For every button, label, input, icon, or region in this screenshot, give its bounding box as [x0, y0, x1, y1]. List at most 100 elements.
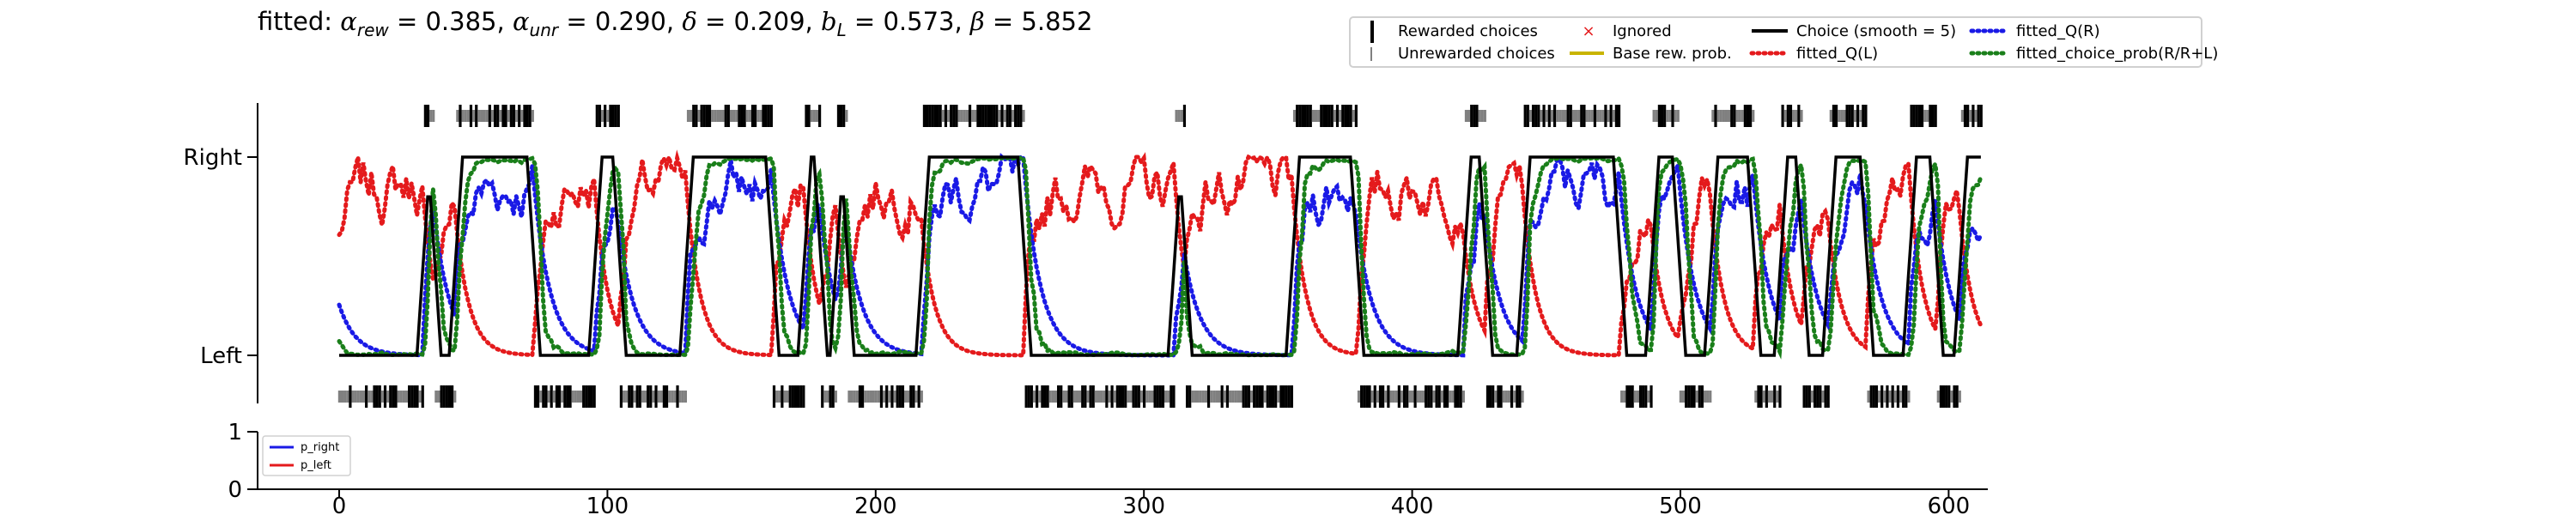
rewarded-choice-mark	[1733, 105, 1736, 127]
rewarded-choice-mark	[1443, 385, 1447, 408]
rewarded-choice-mark	[628, 385, 631, 408]
rewarded-choice-mark	[555, 385, 559, 408]
unrewarded-choice-mark	[461, 110, 465, 122]
rewarded-choice-mark	[1692, 385, 1696, 408]
unrewarded-choice-mark	[346, 391, 349, 403]
rewarded-choice-mark	[1649, 385, 1653, 408]
unrewarded-choice-mark	[1032, 391, 1036, 403]
unrewarded-choice-mark	[1204, 391, 1208, 403]
unrewarded-choice-mark	[659, 391, 663, 403]
unrewarded-choice-mark	[681, 391, 684, 403]
unrewarded-choice-mark	[539, 391, 543, 403]
unrewarded-choice-mark	[1762, 391, 1765, 403]
rewarded-choice-mark	[423, 105, 427, 127]
rewarded-choice-mark	[349, 385, 352, 408]
unrewarded-choice-mark	[1612, 110, 1615, 122]
unrewarded-choice-mark	[1633, 391, 1637, 403]
unrewarded-choice-mark	[716, 110, 720, 122]
unrewarded-choice-mark	[697, 110, 701, 122]
rewarded-choice-mark	[649, 385, 653, 408]
rewarded-choice-mark	[944, 105, 948, 127]
rewarded-choice-mark	[1017, 105, 1020, 127]
unrewarded-choice-mark	[1883, 391, 1886, 403]
unrewarded-choice-mark	[652, 391, 655, 403]
unrewarded-choice-mark	[418, 391, 422, 403]
unrewarded-choice-mark	[1129, 391, 1133, 403]
rewarded-choice-mark	[896, 385, 899, 408]
legend-base-label: Base rew. prob.	[1613, 45, 1732, 63]
rewarded-choice-mark	[797, 385, 800, 408]
unrewarded-choice-mark	[1923, 110, 1927, 122]
unrewarded-choice-mark	[576, 391, 580, 403]
rewarded-choice-mark	[665, 385, 669, 408]
rewarded-choice-mark	[654, 385, 658, 408]
rewarded-choice-mark	[928, 105, 932, 127]
rewarded-choice-mark	[1757, 385, 1760, 408]
unrewarded-choice-mark	[1464, 110, 1468, 122]
unrewarded-choice-mark	[1504, 391, 1508, 403]
unrewarded-choice-mark	[1352, 110, 1355, 122]
unrewarded-choice-mark	[490, 110, 495, 122]
rewarded-choice-mark	[585, 385, 588, 408]
unrewarded-choice-mark	[714, 110, 717, 122]
unrewarded-choice-mark	[1400, 391, 1404, 403]
rewarded-choice-mark	[1614, 105, 1619, 127]
rewarded-choice-mark	[1604, 105, 1607, 127]
title-param: bL = 0.573,	[820, 7, 970, 40]
unrewarded-choice-mark	[1907, 391, 1911, 403]
rewarded-choice-mark	[582, 385, 586, 408]
unrewarded-choice-mark	[1421, 391, 1425, 403]
unrewarded-choice-mark	[432, 110, 435, 122]
unrewarded-choice-mark	[1893, 391, 1897, 403]
rewarded-choice-mark	[955, 105, 958, 127]
unrewarded-choice-mark	[1728, 110, 1731, 122]
rewarded-choice-mark	[901, 385, 905, 408]
unrewarded-choice-mark	[1389, 391, 1393, 403]
unrewarded-choice-mark	[1853, 110, 1857, 122]
rewarded-choice-mark	[408, 385, 411, 408]
rewarded-choice-mark	[1631, 385, 1634, 408]
unrewarded-choice-mark	[507, 110, 510, 122]
unrewarded-choice-mark	[499, 110, 502, 122]
rewarded-choice-mark	[1910, 105, 1913, 127]
rewarded-choice-mark	[1781, 105, 1784, 127]
rewarded-choice-mark	[1360, 385, 1364, 408]
unrewarded-choice-mark	[552, 391, 556, 403]
rewarded-choice-mark	[1285, 385, 1288, 408]
unrewarded-choice-mark	[960, 110, 963, 122]
rewarded-choice-mark	[1172, 385, 1176, 408]
rewarded-choice-mark	[1378, 385, 1382, 408]
rewarded-choice-mark	[807, 105, 811, 127]
rewarded-choice-mark	[1320, 105, 1323, 127]
rewarded-choice-mark	[1306, 105, 1309, 127]
title-prefix: fitted:	[258, 7, 333, 36]
unrewarded-choice-mark	[354, 391, 357, 403]
rewarded-choice-mark	[1628, 385, 1631, 408]
unrewarded-choice-mark	[1776, 391, 1779, 403]
rewarded-choice-mark	[421, 385, 424, 408]
rewarded-choice-mark	[1413, 385, 1417, 408]
rewarded-choice-mark	[791, 385, 794, 408]
rewarded-choice-mark	[1644, 385, 1648, 408]
unrewarded-choice-mark	[678, 391, 682, 403]
unrewarded-choice-mark	[850, 391, 854, 403]
x-tick-label: 600	[1928, 494, 1971, 515]
unrewarded-choice-mark	[1676, 110, 1680, 122]
rewarded-choice-mark	[383, 385, 387, 408]
unrewarded-choice-mark	[1556, 110, 1559, 122]
unrewarded-choice-mark	[1810, 391, 1814, 403]
rewarded-choice-mark	[1060, 385, 1063, 408]
rewarded-choice-mark	[799, 385, 803, 408]
unrewarded-choice-mark	[370, 391, 374, 403]
unrewarded-choice-mark	[1752, 110, 1755, 122]
unrewarded-choice-mark	[971, 110, 975, 122]
unrewarded-choice-mark	[340, 391, 344, 403]
unrewarded-choice-mark	[1094, 391, 1097, 403]
rewarded-choice-mark	[1446, 385, 1449, 408]
unrewarded-choice-mark	[1478, 110, 1481, 122]
rewarded-choice-mark	[788, 385, 792, 408]
unrewarded-choice-mark	[1709, 391, 1712, 403]
rewarded-choice-mark	[1953, 385, 1956, 408]
rewarded-choice-mark	[1824, 385, 1827, 408]
rewarded-choice-mark	[1700, 385, 1704, 408]
